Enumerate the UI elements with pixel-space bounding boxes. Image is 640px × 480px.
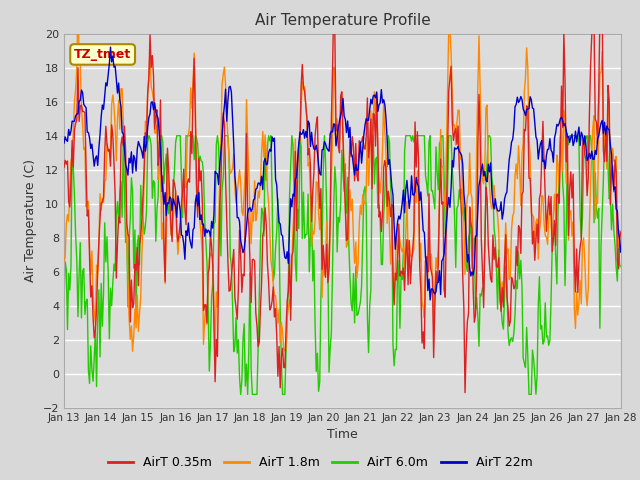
- AirT 1.8m: [401, 265, 408, 271]
- AirT 0.35m: [372, 143, 380, 149]
- AirT 0.35m: [60, 164, 68, 170]
- Text: TZ_tmet: TZ_tmet: [74, 48, 131, 61]
- AirT 0.35m: [234, 316, 241, 322]
- AirT 1.8m: [568, 233, 576, 239]
- AirT 22m: [107, 44, 115, 50]
- AirT 22m: [399, 187, 407, 193]
- AirT 6.0m: [60, 299, 68, 305]
- AirT 22m: [234, 215, 242, 220]
- Line: AirT 1.8m: AirT 1.8m: [64, 3, 621, 352]
- AirT 1.8m: [60, 258, 68, 264]
- AirT 22m: [373, 89, 381, 95]
- AirT 22m: [296, 129, 304, 135]
- AirT 6.0m: [401, 148, 408, 154]
- AirT 22m: [617, 249, 625, 255]
- AirT 1.8m: [617, 229, 625, 235]
- AirT 1.8m: [211, 349, 219, 355]
- X-axis label: Time: Time: [327, 429, 358, 442]
- AirT 0.35m: [567, 169, 575, 175]
- AirT 0.35m: [598, 0, 606, 6]
- AirT 6.0m: [298, 144, 305, 150]
- Title: Air Temperature Profile: Air Temperature Profile: [255, 13, 430, 28]
- Y-axis label: Air Temperature (C): Air Temperature (C): [24, 159, 37, 282]
- AirT 0.35m: [470, 319, 478, 325]
- AirT 0.35m: [617, 229, 625, 235]
- AirT 6.0m: [617, 264, 625, 269]
- Legend: AirT 0.35m, AirT 1.8m, AirT 6.0m, AirT 22m: AirT 0.35m, AirT 1.8m, AirT 6.0m, AirT 2…: [102, 451, 538, 474]
- AirT 6.0m: [374, 205, 381, 211]
- Line: AirT 6.0m: AirT 6.0m: [64, 136, 621, 395]
- AirT 1.8m: [472, 237, 479, 242]
- AirT 22m: [426, 297, 434, 303]
- AirT 6.0m: [145, 133, 153, 139]
- AirT 6.0m: [234, 337, 242, 343]
- AirT 6.0m: [237, 392, 244, 397]
- AirT 22m: [568, 132, 576, 137]
- AirT 0.35m: [295, 142, 303, 147]
- AirT 1.8m: [74, 0, 82, 6]
- AirT 0.35m: [399, 272, 406, 277]
- AirT 0.35m: [461, 390, 469, 396]
- AirT 22m: [60, 140, 68, 146]
- Line: AirT 22m: AirT 22m: [64, 47, 621, 300]
- AirT 22m: [472, 233, 479, 239]
- AirT 6.0m: [472, 307, 479, 312]
- AirT 6.0m: [568, 133, 576, 139]
- Line: AirT 0.35m: AirT 0.35m: [64, 3, 621, 393]
- AirT 1.8m: [298, 105, 305, 110]
- AirT 1.8m: [374, 151, 381, 156]
- AirT 1.8m: [236, 167, 243, 173]
